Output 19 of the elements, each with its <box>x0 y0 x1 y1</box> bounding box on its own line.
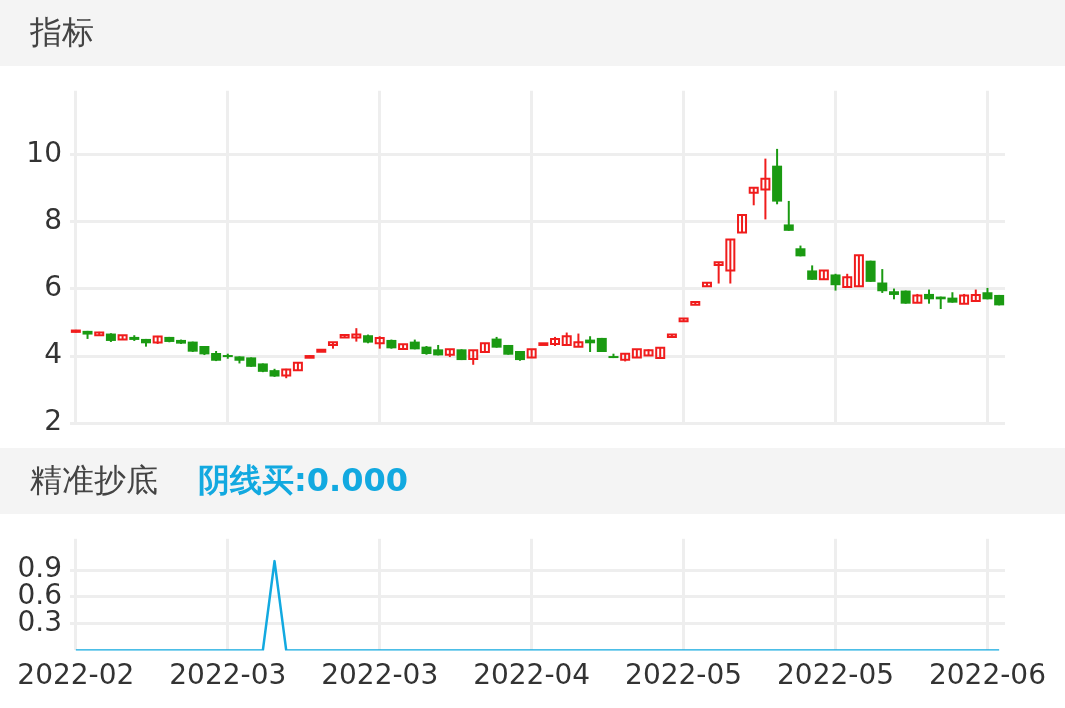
candlestick <box>877 268 888 294</box>
x-tick-label: 2022-06 <box>928 658 1046 692</box>
x-tick-label: 2022-02 <box>17 658 135 692</box>
y-tick-label: 4 <box>44 337 62 371</box>
candlestick <box>853 254 864 288</box>
y-tick-label: 0.3 <box>17 604 62 638</box>
chart-title: 精准抄底 <box>30 460 158 501</box>
y-tick-label: 8 <box>44 203 62 237</box>
x-tick-label: 2022-05 <box>625 658 743 692</box>
x-tick-label: 2022-03 <box>169 658 287 692</box>
candlestick <box>783 199 794 232</box>
y-tick-label: 10 <box>26 135 62 169</box>
x-tick-label: 2022-05 <box>777 658 895 692</box>
y-tick-label: 2 <box>44 404 62 438</box>
text: 阴线买:0.000 <box>198 460 409 501</box>
chart-title: 指标 <box>30 12 94 53</box>
x-tick-label: 2022-03 <box>321 658 439 692</box>
y-tick-label: 6 <box>44 270 62 304</box>
x-tick-label: 2022-04 <box>473 658 591 692</box>
